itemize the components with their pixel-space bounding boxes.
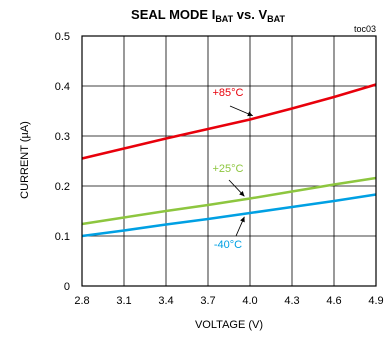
x-tick-label: 2.8 [74,295,89,307]
x-tick-label: 3.7 [200,295,215,307]
y-tick-label: 0 [64,281,70,293]
series-line-2 [81,193,377,238]
x-tick-label: 3.4 [158,295,173,307]
y-tick-label: 0.5 [55,31,70,43]
y-tick-label: 0.4 [55,81,70,93]
x-tick-label: 4.0 [242,295,257,307]
series-label-arrowhead-2 [240,216,245,223]
series-label-1: +25°C [212,163,243,175]
chart-tag: toc03 [354,24,376,34]
tick-labels: 2.8 3.1 3.4 3.7 4.0 4.3 4.6 4.9 0 0.1 0.2 0.3 0.4 0.5 [55,31,384,307]
x-tick-label: 4.9 [368,295,383,307]
chart-title: SEAL MODE IBAT vs. VBAT [131,7,285,24]
y-tick-label: 0.1 [55,231,70,243]
series-label-arrowhead-0 [247,111,253,117]
series-line-0 [81,83,377,160]
x-tick-label: 4.6 [326,295,341,307]
series-layer [81,83,377,238]
y-tick-label: 0.3 [55,131,70,143]
series-label-arrowhead-1 [239,191,245,197]
series-label-0: +85°C [212,87,243,99]
x-tick-label: 3.1 [116,295,131,307]
y-tick-label: 0.2 [55,181,70,193]
x-axis-label: VOLTAGE (V) [195,319,263,331]
series-labels: +85°C +25°C -40°C [212,87,253,251]
grid [82,36,376,286]
x-tick-label: 4.3 [284,295,299,307]
series-label-2: -40°C [214,239,242,251]
plot-frame [81,35,377,287]
y-axis-label: CURRENT (µA) [19,121,31,199]
series-line-1 [81,176,377,226]
